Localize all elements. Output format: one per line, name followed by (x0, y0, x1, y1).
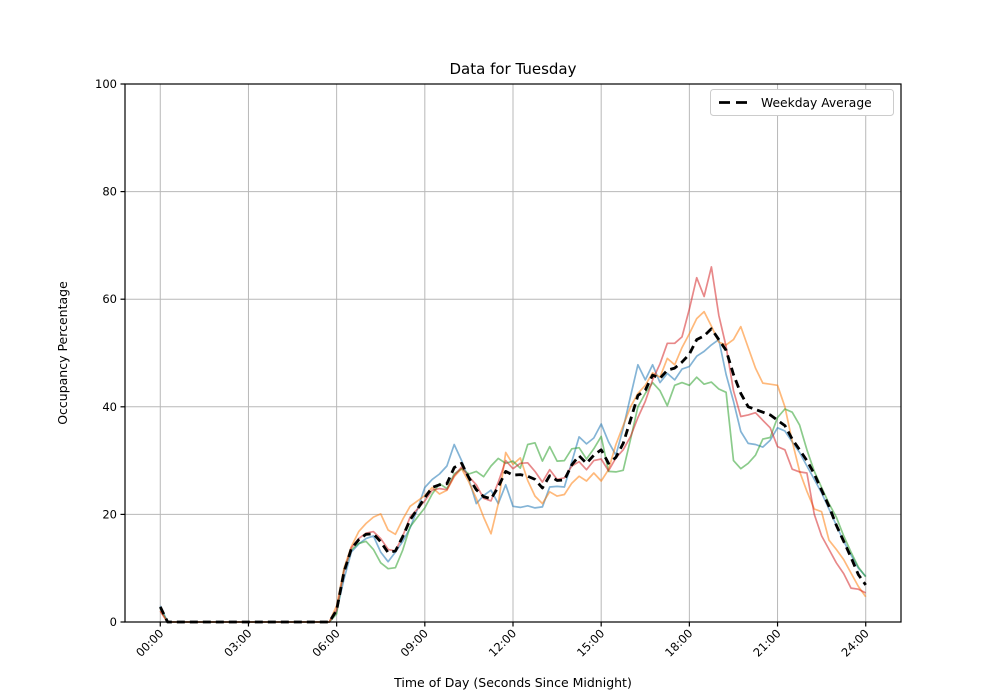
chart-title: Data for Tuesday (449, 60, 576, 78)
x-tick-label: 00:00 (133, 626, 166, 659)
x-tick-label: 21:00 (750, 626, 783, 659)
x-tick-label: 18:00 (662, 626, 695, 659)
x-tick-label: 15:00 (574, 626, 607, 659)
legend-box (710, 89, 894, 116)
average-line (159, 327, 867, 624)
x-axis-label: Time of Day (Seconds Since Midnight) (393, 675, 632, 690)
y-tick-label: 0 (110, 615, 117, 629)
x-tick-label: 24:00 (839, 626, 872, 659)
y-axis-label: Occupancy Percentage (55, 281, 70, 425)
legend-label: Weekday Average (761, 96, 872, 110)
y-tick-label: 80 (102, 185, 117, 199)
x-tick-label: 06:00 (309, 626, 342, 659)
y-tick-label: 100 (95, 77, 117, 91)
legend: Weekday Average (710, 89, 894, 116)
gridlines (125, 83, 901, 623)
y-tick-label: 20 (102, 507, 117, 521)
y-tick-label: 40 (102, 400, 117, 414)
x-tick-label: 09:00 (398, 626, 431, 659)
x-tick-label: 12:00 (486, 626, 519, 659)
x-tick-label: 03:00 (221, 626, 254, 659)
y-tick-label: 60 (102, 292, 117, 306)
